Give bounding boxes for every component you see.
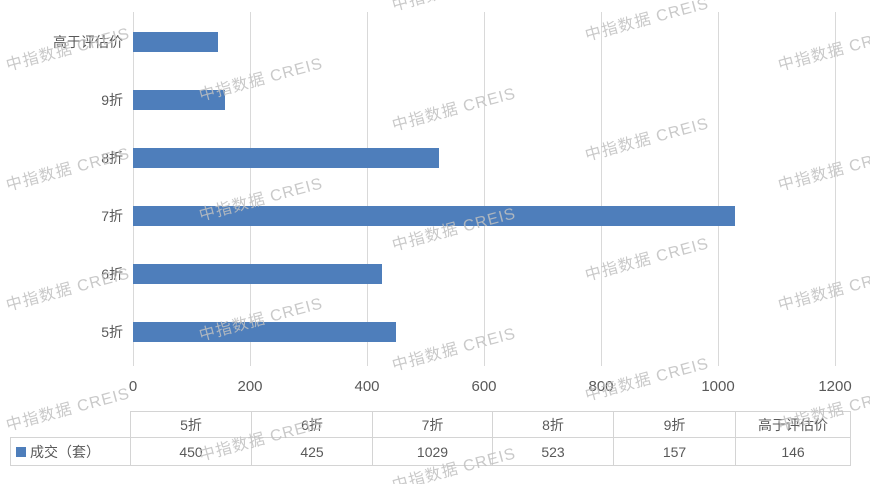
gridline — [718, 12, 719, 366]
table-column-header: 6折 — [251, 411, 373, 438]
gridline — [601, 12, 602, 366]
bar-5折 — [133, 322, 397, 342]
gridline — [250, 12, 251, 366]
gridline — [133, 12, 134, 366]
table-value-cell: 523 — [492, 437, 614, 466]
category-label: 6折 — [101, 266, 123, 282]
x-axis-tick-label: 0 — [128, 378, 138, 395]
x-axis-tick-label: 800 — [588, 378, 614, 395]
legend-color-swatch-icon — [16, 446, 26, 457]
table-column-header: 高于评估价 — [735, 411, 851, 438]
x-axis-tick-label: 1200 — [818, 378, 852, 395]
gridline — [484, 12, 485, 366]
x-axis-tick-label: 600 — [471, 378, 497, 395]
table-header-row: 5折 6折 7折 8折 9折 高于评估价 — [11, 411, 851, 438]
table-value-cell: 1029 — [372, 437, 493, 466]
series-name-label: 成交（套） — [30, 443, 100, 460]
bar-6折 — [133, 264, 382, 284]
table-data-row: 成交（套） 450 425 1029 523 157 146 — [10, 437, 851, 466]
x-axis-tick-label: 400 — [354, 378, 380, 395]
table-value-cell: 157 — [613, 437, 736, 466]
table-value-cell: 425 — [251, 437, 373, 466]
category-label: 高于评估价 — [53, 34, 123, 50]
category-label: 8折 — [101, 150, 123, 166]
table-value-cell: 450 — [130, 437, 252, 466]
category-label: 5折 — [101, 324, 123, 340]
table-column-header: 5折 — [130, 411, 252, 438]
category-label: 7折 — [101, 208, 123, 224]
table-column-header: 7折 — [372, 411, 493, 438]
series-legend-cell: 成交（套） — [10, 437, 131, 466]
x-axis-tick-label: 200 — [237, 378, 263, 395]
bar-9折 — [133, 90, 225, 110]
bar-7折 — [133, 206, 735, 226]
bar-8折 — [133, 148, 439, 168]
bar-高于评估价 — [133, 32, 219, 52]
table-corner-cell — [11, 412, 131, 438]
chart-data-table: 5折 6折 7折 8折 9折 高于评估价 成交（套） 450 425 1029 523 157 146 — [10, 411, 851, 466]
gridline — [367, 12, 368, 366]
x-axis-tick-label: 1000 — [701, 378, 735, 395]
category-label: 9折 — [101, 92, 123, 108]
gridline — [835, 12, 836, 366]
table-column-header: 9折 — [613, 411, 736, 438]
table-value-cell: 146 — [735, 437, 851, 466]
table-column-header: 8折 — [492, 411, 614, 438]
